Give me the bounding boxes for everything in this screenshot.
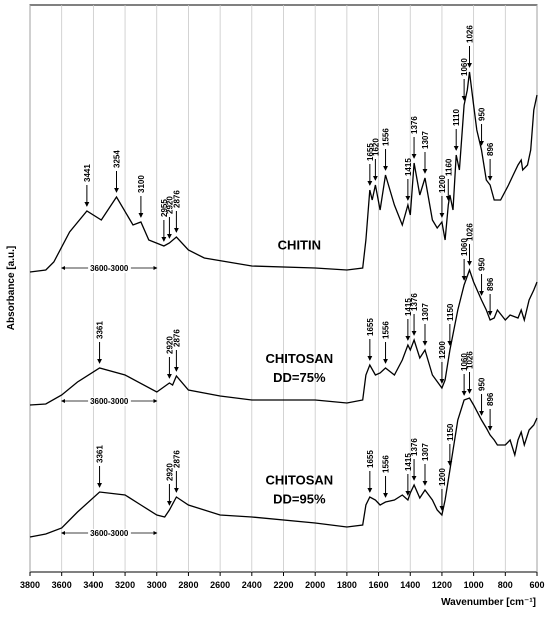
peak-label: 1307 (421, 443, 430, 461)
peak-label: 896 (486, 392, 495, 406)
peak-label: 1655 (366, 450, 375, 468)
x-tick-label: 1000 (464, 580, 484, 590)
x-axis-label: Wavenumber [cm⁻¹] (441, 597, 536, 608)
peak-label: 1655 (366, 143, 375, 161)
peak-label: 1556 (382, 321, 391, 339)
peak-label: 896 (486, 277, 495, 291)
peak-label: 950 (478, 257, 487, 271)
peak-label: 1060 (460, 58, 469, 76)
peak-label: 1376 (410, 116, 419, 134)
series-name: CHITIN (278, 238, 321, 253)
spectrum-line (29, 397, 538, 538)
peak-label: 1415 (404, 158, 413, 176)
peak-label: 1376 (410, 438, 419, 456)
peak-label: 1200 (438, 341, 447, 359)
peak-label: 1026 (466, 223, 475, 241)
range-label: 3600-3000 (90, 264, 129, 273)
peak-label: 1110 (452, 109, 461, 126)
x-tick-label: 3200 (115, 580, 135, 590)
spectrum-line (29, 268, 538, 406)
peak-label: 1060 (460, 353, 469, 371)
x-tick-label: 1400 (400, 580, 420, 590)
range-label: 3600-3000 (90, 529, 129, 538)
range-label: 3600-3000 (90, 397, 129, 406)
peak-label: 1415 (404, 453, 413, 471)
peak-label: 1200 (438, 175, 447, 193)
series-name: CHITOSAN (266, 351, 334, 366)
peak-label: 1556 (382, 455, 391, 473)
range-label-bg (88, 529, 131, 538)
range-label-bg (88, 397, 131, 406)
peak-label: 3254 (113, 150, 122, 168)
range-label-bg (88, 264, 131, 273)
peak-label: 1307 (421, 131, 430, 149)
peak-label: 1026 (466, 25, 475, 43)
x-tick-label: 2400 (242, 580, 262, 590)
x-tick-label: 600 (529, 580, 544, 590)
x-tick-label: 2000 (305, 580, 325, 590)
x-tick-label: 3000 (147, 580, 167, 590)
peak-label: 2876 (172, 190, 181, 208)
peak-label: 1060 (460, 238, 469, 256)
peak-label: 1655 (366, 318, 375, 336)
x-tick-label: 2800 (178, 580, 198, 590)
x-tick-label: 2200 (273, 580, 293, 590)
peak-label: 1026 (466, 351, 475, 369)
series-name: CHITOSAN (266, 473, 334, 488)
peak-label: 3361 (96, 445, 105, 463)
x-tick-label: 1200 (432, 580, 452, 590)
peak-label: 1160 (444, 158, 453, 176)
peak-label: 1150 (446, 423, 455, 441)
peak-label: 3441 (83, 164, 92, 182)
peak-label: 1620 (371, 138, 380, 156)
series-name: DD=75% (273, 370, 326, 385)
peak-label: 1415 (404, 298, 413, 316)
series-name: DD=95% (273, 492, 326, 507)
peak-label: 950 (478, 377, 487, 391)
x-tick-label: 2600 (210, 580, 230, 590)
x-tick-label: 1600 (369, 580, 389, 590)
peak-label: 3100 (137, 175, 146, 193)
x-tick-label: 800 (498, 580, 513, 590)
peak-label: 1200 (438, 468, 447, 486)
x-tick-label: 3600 (52, 580, 72, 590)
peak-label: 2920 (165, 336, 174, 354)
peak-label: 2876 (172, 329, 181, 347)
peak-label: 950 (478, 107, 487, 121)
x-tick-label: 3800 (20, 580, 40, 590)
peak-label: 1307 (421, 303, 430, 321)
peak-label: 2920 (165, 463, 174, 481)
peak-label: 1556 (382, 128, 391, 146)
peak-label: 1150 (446, 303, 455, 321)
y-axis-label: Absorbance [a.u.] (6, 246, 17, 330)
peak-label: 3361 (96, 321, 105, 339)
spectrum-line (29, 71, 538, 273)
peak-label: 1376 (410, 293, 419, 311)
x-tick-label: 3400 (83, 580, 103, 590)
x-tick-label: 1800 (337, 580, 357, 590)
peak-label: 896 (486, 142, 495, 156)
peak-label: 2920 (165, 196, 174, 214)
peak-label: 2876 (172, 450, 181, 468)
peak-label: 2955 (160, 199, 169, 217)
